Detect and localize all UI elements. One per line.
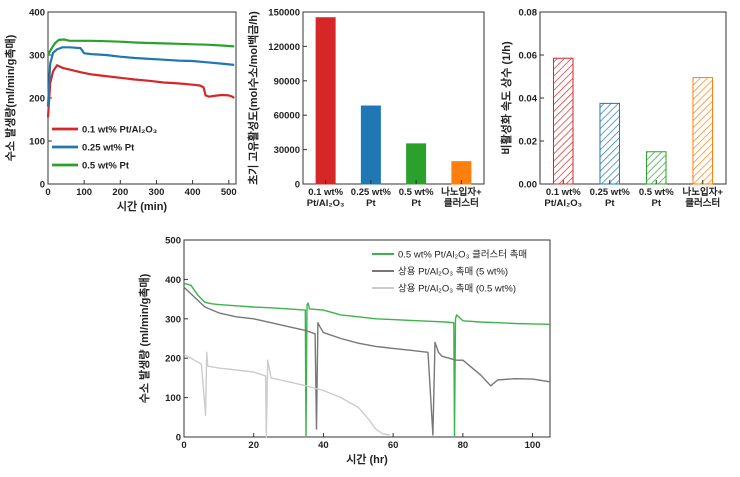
- y-tick-label: 100: [165, 393, 181, 404]
- x-tick-label: 0.25 wt% Pt: [351, 187, 392, 209]
- x-tick-label: 0.5 wt% Pt: [399, 187, 434, 209]
- y-axis-label: 수소 발생량 (ml/min/g촉매): [137, 273, 151, 403]
- y-tick-label: 300: [29, 51, 45, 62]
- y-tick-label: 0.04: [519, 94, 538, 105]
- y-tick-label: 0.02: [519, 137, 538, 148]
- x-tick-label: 40: [318, 440, 329, 451]
- bar-3: [645, 151, 667, 185]
- x-tick-label: 500: [221, 187, 237, 198]
- y-tick-label: 30000: [274, 145, 300, 156]
- plot-frame: [183, 239, 551, 438]
- bar-1: [552, 57, 574, 185]
- y-tick-label: 400: [165, 275, 181, 286]
- x-tick-label: 80: [458, 440, 469, 451]
- x-axis-label: 시간 (min): [117, 199, 168, 213]
- y-tick-label: 100: [29, 137, 45, 148]
- y-tick-label: 200: [165, 354, 181, 365]
- x-axis-label: 시간 (hr): [346, 452, 388, 466]
- x-tick-label: 0.5 wt% Pt: [639, 187, 674, 209]
- series-line-3: [183, 351, 390, 438]
- plot-frame: [47, 11, 237, 185]
- chart-2: 0 30000 60000 90000 120000 150000 초기 고유활성도(mol…: [246, 8, 485, 209]
- y-tick-label: 0: [176, 433, 181, 444]
- legend-label: 상용 Pt/Al₂O₃ 촉매 (0.5 wt%): [398, 284, 516, 295]
- y-tick-label: 400: [29, 8, 45, 19]
- chart-4: 0 100 200 300 400 500 수소 발생량 (ml/min/g촉매) 0 20 40…: [137, 236, 551, 466]
- x-tick-label: 0: [181, 440, 186, 451]
- series-line-1: [46, 64, 235, 118]
- legend-label: 상용 Pt/Al₂O₃ 촉매 (5 wt%): [398, 267, 508, 278]
- bar-2: [360, 105, 381, 185]
- x-tick-label: 400: [185, 187, 201, 198]
- series-line-3: [47, 38, 235, 56]
- chart-3: 0.00 0.02 0.04 0.06 0.08 비활성화 속도 상수 (1/h) 0.1 …: [499, 8, 727, 209]
- y-tick-label: 150000: [268, 8, 300, 19]
- y-tick-label: 0.06: [519, 51, 538, 62]
- legend-label: 0.1 wt% Pt/Al₂O₃: [82, 125, 157, 136]
- series-line-1: [183, 282, 551, 438]
- bar-4: [692, 77, 714, 185]
- y-tick-label: 200: [29, 94, 45, 105]
- series-line-2: [183, 286, 551, 436]
- y-tick-label: 500: [165, 236, 181, 247]
- legend-label: 0.5 wt% Pt/Al₂O₃ 클러스터 촉매: [398, 250, 527, 261]
- y-tick-label: 90000: [274, 76, 300, 87]
- y-tick-label: 0: [295, 180, 300, 191]
- x-tick-label: 0.1 wt% Pt/Al₂O₃: [307, 187, 345, 209]
- bar-2: [599, 102, 621, 185]
- y-tick-label: 0.08: [519, 8, 538, 19]
- chart-1: 0 100 200 300 400 수소 발생량(ml/min/g촉매) 0 100 200 30…: [3, 8, 237, 214]
- legend-label: 0.5 wt% Pt: [82, 161, 130, 172]
- y-tick-label: 0.00: [519, 180, 538, 191]
- y-axis-label: 수소 발생량(ml/min/g촉매): [3, 34, 17, 161]
- y-axis-label: 초기 고유활성도(mol수소/mol백금/h): [246, 11, 260, 185]
- y-tick-label: 300: [165, 314, 181, 325]
- x-tick-label: 0: [45, 187, 50, 198]
- series-line-2: [46, 46, 235, 107]
- x-tick-label: 20: [248, 440, 259, 451]
- x-tick-label: 나노입자+ 클러스터: [441, 186, 482, 209]
- x-tick-label: 100: [525, 440, 541, 451]
- legend-label: 0.25 wt% Pt: [82, 143, 135, 154]
- x-tick-label: 100: [76, 187, 92, 198]
- y-tick-label: 0: [40, 180, 45, 191]
- plot-frame: [302, 11, 485, 185]
- x-tick-label: 나노입자+ 클러스터: [682, 186, 723, 209]
- x-tick-label: 60: [388, 440, 399, 451]
- y-tick-label: 120000: [268, 42, 300, 53]
- y-tick-label: 60000: [274, 111, 300, 122]
- x-tick-label: 0.1 wt% Pt/Al₂O₃: [544, 187, 582, 209]
- x-tick-label: 300: [149, 187, 165, 198]
- bar-3: [406, 143, 427, 185]
- bar-1: [315, 17, 336, 185]
- x-tick-label: 0.25 wt% Pt: [590, 187, 631, 209]
- x-tick-label: 200: [112, 187, 128, 198]
- y-axis-label: 비활성화 속도 상수 (1/h): [499, 41, 513, 155]
